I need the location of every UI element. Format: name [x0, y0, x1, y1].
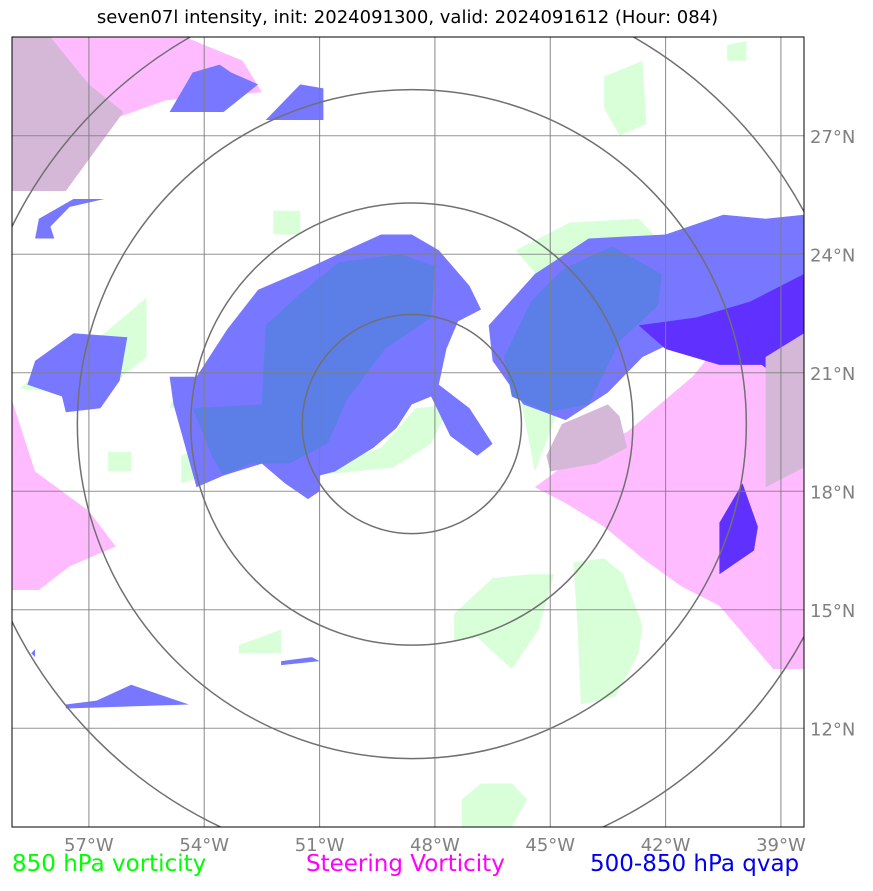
vorticity-850-region	[461, 783, 528, 827]
qvap-overlap-region	[504, 246, 662, 413]
qvap-high-layer	[638, 274, 804, 575]
lon-tick-label: 42°W	[641, 835, 691, 856]
vorticity-850-region	[604, 60, 647, 136]
legend-steering-vorticity: Steering Vorticity	[306, 851, 505, 877]
vorticity-850-region	[727, 41, 747, 61]
legend-qvap: 500-850 hPa qvap	[590, 851, 800, 877]
vorticity-850-region	[273, 210, 301, 235]
range-rings	[12, 37, 804, 827]
lat-tick-label: 15°N	[810, 601, 855, 622]
lat-tick-label: 12°N	[810, 719, 855, 740]
vorticity-850-region	[573, 558, 643, 705]
steering-vorticity-region	[12, 400, 116, 590]
qvap-high-region	[719, 483, 758, 575]
range-ring	[76, 88, 748, 760]
lon-tick-label: 51°W	[295, 835, 345, 856]
map-title: seven07l intensity, init: 2024091300, va…	[96, 7, 719, 28]
steering-overlap-region	[546, 404, 628, 472]
steering-overlap-region	[765, 333, 804, 488]
qvap-high-region	[638, 274, 804, 397]
steering-vorticity-region	[534, 278, 804, 669]
qvap-region	[65, 684, 189, 709]
qvap-overlap-layer	[192, 246, 662, 476]
vorticity-850-region	[108, 451, 132, 472]
qvap-region	[35, 199, 105, 239]
steering-overlap-region	[12, 37, 124, 191]
lon-tick-label: 39°W	[756, 835, 806, 856]
steering-overlap-layer	[12, 37, 804, 488]
legend-850-vorticity: 850 hPa vorticity	[12, 851, 207, 877]
lon-tick-label: 45°W	[525, 835, 575, 856]
lat-tick-label: 21°N	[810, 364, 855, 385]
qvap-region	[265, 84, 324, 120]
lat-tick-label: 24°N	[810, 245, 855, 266]
range-ring	[190, 202, 634, 646]
qvap-overlap-region	[192, 254, 435, 476]
qvap-region	[31, 649, 36, 658]
range-ring	[301, 313, 523, 535]
tick-labels: 57°W 54°W 51°W 48°W 45°W 42°W 39°W 12°N 15°N 18°N…	[64, 127, 855, 856]
lat-tick-label: 27°N	[810, 127, 855, 148]
map-frame	[11, 36, 805, 828]
qvap-region	[169, 64, 259, 112]
vorticity-850-region	[315, 404, 451, 476]
vorticity-850-region	[238, 629, 282, 654]
vorticity-850-region	[454, 574, 555, 669]
lon-tick-label: 54°W	[179, 835, 229, 856]
qvap-region	[281, 657, 320, 666]
lon-tick-label: 48°W	[410, 835, 460, 856]
graticule	[12, 37, 804, 827]
lat-tick-label: 18°N	[810, 482, 855, 503]
lon-tick-label: 57°W	[64, 835, 114, 856]
